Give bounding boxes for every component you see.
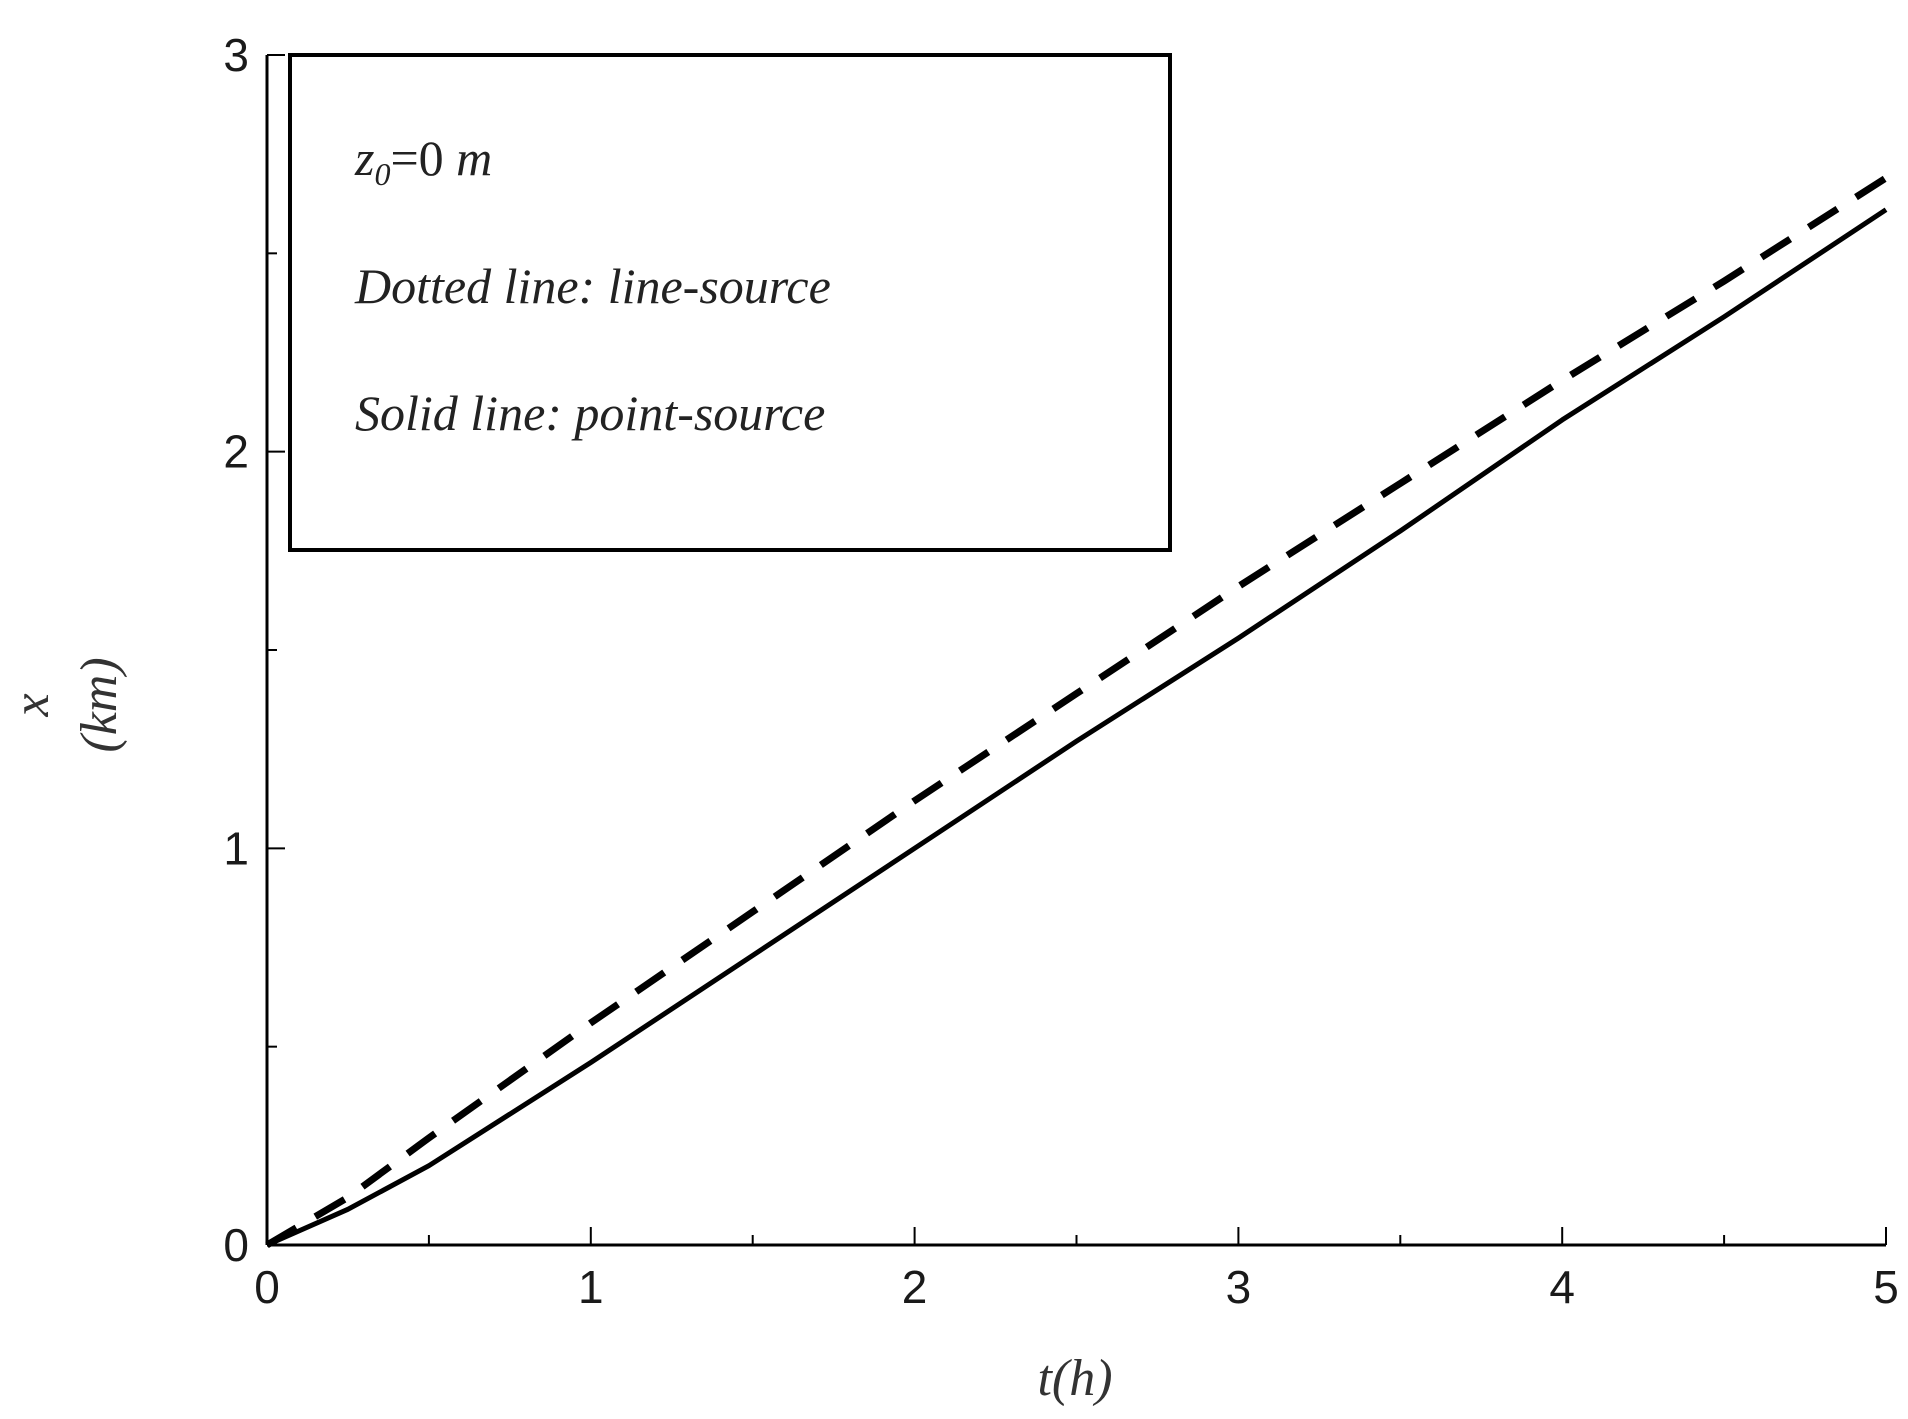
x-tick-label: 1 bbox=[578, 1261, 604, 1313]
y-tick-label: 0 bbox=[223, 1219, 249, 1271]
y-tick-label: 3 bbox=[223, 29, 249, 81]
legend-frame bbox=[288, 53, 1172, 552]
x-tick-label: 2 bbox=[902, 1261, 928, 1313]
axis-ticks bbox=[266, 54, 1887, 1246]
series-layer bbox=[265, 175, 1888, 1249]
legend-dotted-label: Dotted line: line-source bbox=[354, 258, 831, 314]
x-tick-label: 3 bbox=[1226, 1261, 1252, 1313]
legend-solid-label: Solid line: point-source bbox=[355, 385, 825, 441]
x-tick-label: 0 bbox=[254, 1261, 280, 1313]
y-axis-title-line1: x bbox=[3, 693, 60, 717]
x-axis-title: t(h) bbox=[1037, 1350, 1112, 1407]
legend-box: z0=0 m Dotted line: line-source Solid li… bbox=[288, 53, 1172, 552]
series-line-source bbox=[265, 175, 1888, 1249]
series-point-source bbox=[265, 207, 1888, 1248]
y-axis-title-line2: (km) bbox=[71, 657, 128, 752]
y-tick-label: 1 bbox=[223, 822, 249, 874]
x-tick-label: 4 bbox=[1549, 1261, 1575, 1313]
tick-labels: 0 1 2 3 4 5 0 1 2 3 bbox=[223, 29, 1898, 1313]
legend-z0-label: z0=0 m bbox=[354, 130, 492, 192]
x-tick-label: 5 bbox=[1873, 1261, 1899, 1313]
y-axis-title: x (km) bbox=[3, 657, 128, 752]
y-tick-label: 2 bbox=[223, 426, 249, 478]
